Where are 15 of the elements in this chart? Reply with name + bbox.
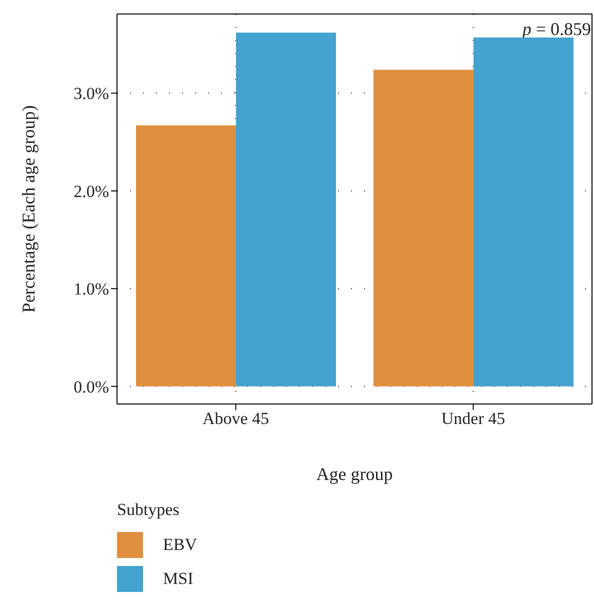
- legend-label: EBV: [163, 535, 197, 555]
- y-axis-title: Percentage (Each age group): [18, 105, 38, 313]
- y-tick-label: 2.0%: [74, 182, 109, 201]
- bar: [136, 125, 236, 386]
- y-tick-label: 0.0%: [74, 377, 109, 396]
- x-axis-title: Age group: [316, 464, 393, 484]
- bar: [474, 37, 574, 386]
- bar: [374, 70, 474, 386]
- x-tick-label: Above 45: [202, 409, 270, 428]
- y-tick-label: 1.0%: [74, 280, 109, 299]
- legend-label: MSI: [163, 569, 194, 589]
- bar: [236, 32, 336, 386]
- legend-title: Subtypes: [117, 500, 180, 520]
- y-tick-label: 3.0%: [74, 84, 109, 104]
- x-tick-label: Under 45: [441, 409, 506, 428]
